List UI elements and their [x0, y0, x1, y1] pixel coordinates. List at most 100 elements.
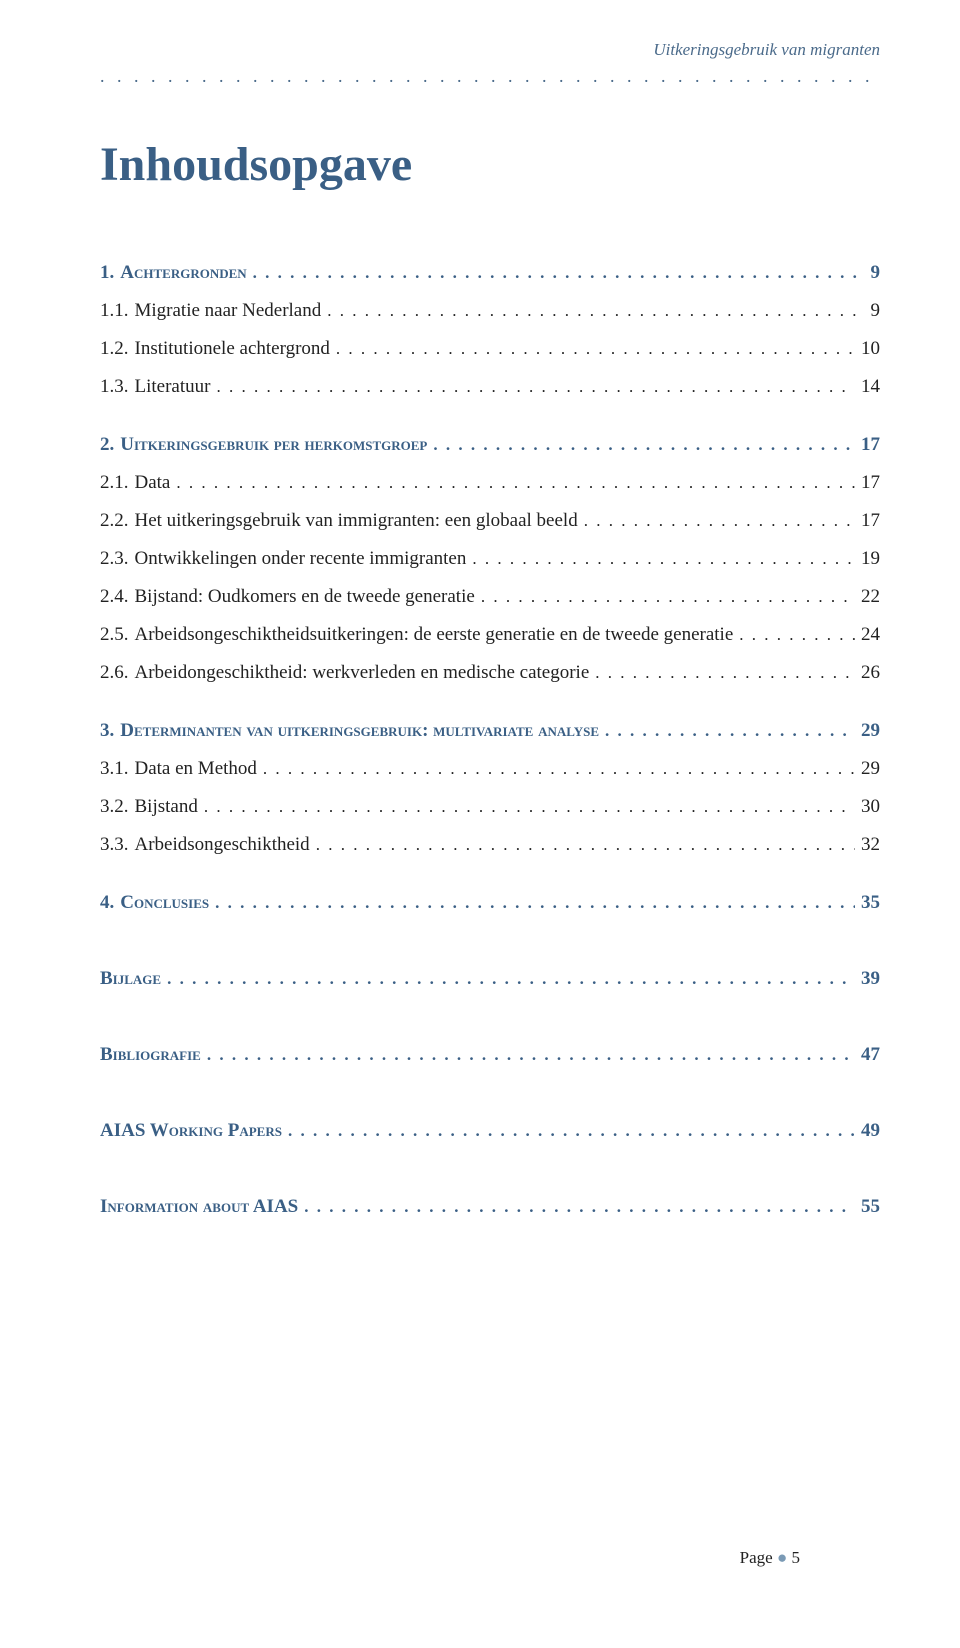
toc-sub-row: 1.1.Migratie naar Nederland. . . . . . .… — [100, 300, 880, 322]
toc-entry-text: Bijstand — [135, 796, 204, 818]
toc-entry-page: 14 — [855, 376, 880, 398]
toc-entry-page: 30 — [855, 796, 880, 818]
toc-entry-text: Uitkeringsgebruik per herkomstgroep — [120, 434, 433, 456]
page-footer: Page ● 5 — [740, 1548, 800, 1568]
toc-leader-dots: . . . . . . . . . . . . . . . . . . . . … — [304, 1197, 855, 1217]
toc-entry-text: Bijlage — [100, 968, 167, 990]
toc-sub-row: 1.3.Literatuur. . . . . . . . . . . . . … — [100, 376, 880, 398]
toc-section-row: 1.Achtergronden. . . . . . . . . . . . .… — [100, 262, 880, 284]
toc-entry-page: 29 — [855, 758, 880, 780]
toc-entry-number: 1. — [100, 262, 120, 284]
toc-entry-number: 1.1. — [100, 300, 135, 322]
toc-entry-text: Achtergronden — [120, 262, 252, 284]
toc-entry-page: 9 — [865, 300, 881, 322]
toc-entry-text: Literatuur — [135, 376, 217, 398]
toc-entry-text: Het uitkeringsgebruik van immigranten: e… — [135, 510, 584, 532]
toc-section-row: Information about AIAS. . . . . . . . . … — [100, 1196, 880, 1218]
footer-bullet-icon: ● — [777, 1548, 792, 1567]
toc-entry-page: 32 — [855, 834, 880, 856]
toc-leader-dots: . . . . . . . . . . . . . . . . . . . . … — [263, 759, 855, 779]
toc-sub-row: 2.1.Data. . . . . . . . . . . . . . . . … — [100, 472, 880, 494]
toc-entry-number: 3. — [100, 720, 120, 742]
toc-entry-page: 35 — [855, 892, 880, 914]
toc-entry-page: 17 — [855, 510, 880, 532]
toc-entry-number: 1.3. — [100, 376, 135, 398]
toc-entry-text: Conclusies — [120, 892, 215, 914]
toc-entry-page: 17 — [855, 472, 880, 494]
toc-leader-dots: . . . . . . . . . . . . . . . . . . . . … — [739, 625, 855, 645]
toc-sub-row: 2.2.Het uitkeringsgebruik van immigrante… — [100, 510, 880, 532]
toc-leader-dots: . . . . . . . . . . . . . . . . . . . . … — [481, 587, 855, 607]
toc-entry-text: Arbeidongeschiktheid: werkverleden en me… — [135, 662, 596, 684]
toc-entry-number: 2.6. — [100, 662, 135, 684]
toc-entry-number: 2.3. — [100, 548, 135, 570]
toc-section-row: 4.Conclusies. . . . . . . . . . . . . . … — [100, 892, 880, 914]
footer-label: Page — [740, 1548, 773, 1567]
toc-leader-dots: . . . . . . . . . . . . . . . . . . . . … — [176, 473, 855, 493]
toc-entry-number: 4. — [100, 892, 120, 914]
toc-entry-page: 10 — [855, 338, 880, 360]
toc-entry-number: 2.4. — [100, 586, 135, 608]
toc-entry-page: 26 — [855, 662, 880, 684]
toc-entry-text: Data — [135, 472, 177, 494]
toc-section-row: AIAS Working Papers. . . . . . . . . . .… — [100, 1120, 880, 1142]
running-header: Uitkeringsgebruik van migranten — [100, 40, 880, 60]
toc-section-row: 3.Determinanten van uitkeringsgebruik: m… — [100, 720, 880, 742]
toc-entry-text: Data en Method — [135, 758, 263, 780]
toc-entry-text: Arbeidsongeschiktheid — [135, 834, 316, 856]
toc-entry-page: 39 — [855, 968, 880, 990]
toc-entry-number: 3.1. — [100, 758, 135, 780]
toc-leader-dots: . . . . . . . . . . . . . . . . . . . . … — [204, 797, 855, 817]
toc-entry-text: Arbeidsongeschiktheidsuitkeringen: de ee… — [135, 624, 740, 646]
toc-entry-number: 1.2. — [100, 338, 135, 360]
toc-entry-number: 2.5. — [100, 624, 135, 646]
toc-leader-dots: . . . . . . . . . . . . . . . . . . . . … — [605, 721, 855, 741]
toc-section-row: 2.Uitkeringsgebruik per herkomstgroep. .… — [100, 434, 880, 456]
toc-sub-row: 2.6.Arbeidongeschiktheid: werkverleden e… — [100, 662, 880, 684]
toc-sub-row: 2.4.Bijstand: Oudkomers en de tweede gen… — [100, 586, 880, 608]
dotted-rule: . . . . . . . . . . . . . . . . . . . . … — [100, 66, 880, 87]
toc-leader-dots: . . . . . . . . . . . . . . . . . . . . … — [215, 893, 855, 913]
toc-entry-number: 2.1. — [100, 472, 135, 494]
toc-sub-row: 3.3.Arbeidsongeschiktheid. . . . . . . .… — [100, 834, 880, 856]
toc-entry-text: AIAS Working Papers — [100, 1120, 288, 1142]
toc-entry-number: 2.2. — [100, 510, 135, 532]
toc-entry-page: 29 — [855, 720, 880, 742]
toc-entry-number: 2. — [100, 434, 120, 456]
toc-entry-page: 22 — [855, 586, 880, 608]
toc-entry-page: 24 — [855, 624, 880, 646]
toc-leader-dots: . . . . . . . . . . . . . . . . . . . . … — [595, 663, 855, 683]
toc-section-row: Bibliografie. . . . . . . . . . . . . . … — [100, 1044, 880, 1066]
toc-entry-text: Migratie naar Nederland — [135, 300, 328, 322]
toc-entry-page: 9 — [865, 262, 881, 284]
toc-entry-text: Ontwikkelingen onder recente immigranten — [135, 548, 473, 570]
toc-leader-dots: . . . . . . . . . . . . . . . . . . . . … — [253, 263, 865, 283]
toc-entry-text: Institutionele achtergrond — [135, 338, 336, 360]
toc-sub-row: 1.2.Institutionele achtergrond. . . . . … — [100, 338, 880, 360]
toc-sub-row: 2.3.Ontwikkelingen onder recente immigra… — [100, 548, 880, 570]
toc-entry-text: Information about AIAS — [100, 1196, 304, 1218]
toc-entry-page: 47 — [855, 1044, 880, 1066]
toc-entry-text: Bibliografie — [100, 1044, 207, 1066]
toc-sub-row: 3.1.Data en Method. . . . . . . . . . . … — [100, 758, 880, 780]
toc-entry-page: 19 — [855, 548, 880, 570]
toc-entry-number: 3.3. — [100, 834, 135, 856]
toc-leader-dots: . . . . . . . . . . . . . . . . . . . . … — [472, 549, 855, 569]
page-title: Inhoudsopgave — [100, 137, 880, 192]
toc-sub-row: 2.5.Arbeidsongeschiktheidsuitkeringen: d… — [100, 624, 880, 646]
footer-page-number: 5 — [792, 1548, 801, 1567]
toc-entry-number: 3.2. — [100, 796, 135, 818]
toc-leader-dots: . . . . . . . . . . . . . . . . . . . . … — [216, 377, 855, 397]
table-of-contents: 1.Achtergronden. . . . . . . . . . . . .… — [100, 262, 880, 1218]
toc-leader-dots: . . . . . . . . . . . . . . . . . . . . … — [207, 1045, 855, 1065]
toc-entry-text: Bijstand: Oudkomers en de tweede generat… — [135, 586, 481, 608]
toc-sub-row: 3.2.Bijstand. . . . . . . . . . . . . . … — [100, 796, 880, 818]
toc-entry-page: 55 — [855, 1196, 880, 1218]
toc-leader-dots: . . . . . . . . . . . . . . . . . . . . … — [288, 1121, 855, 1141]
toc-leader-dots: . . . . . . . . . . . . . . . . . . . . … — [327, 301, 864, 321]
toc-leader-dots: . . . . . . . . . . . . . . . . . . . . … — [433, 435, 855, 455]
toc-entry-text: Determinanten van uitkeringsgebruik: mul… — [120, 720, 605, 742]
toc-leader-dots: . . . . . . . . . . . . . . . . . . . . … — [316, 835, 855, 855]
toc-entry-page: 49 — [855, 1120, 880, 1142]
toc-leader-dots: . . . . . . . . . . . . . . . . . . . . … — [167, 969, 855, 989]
